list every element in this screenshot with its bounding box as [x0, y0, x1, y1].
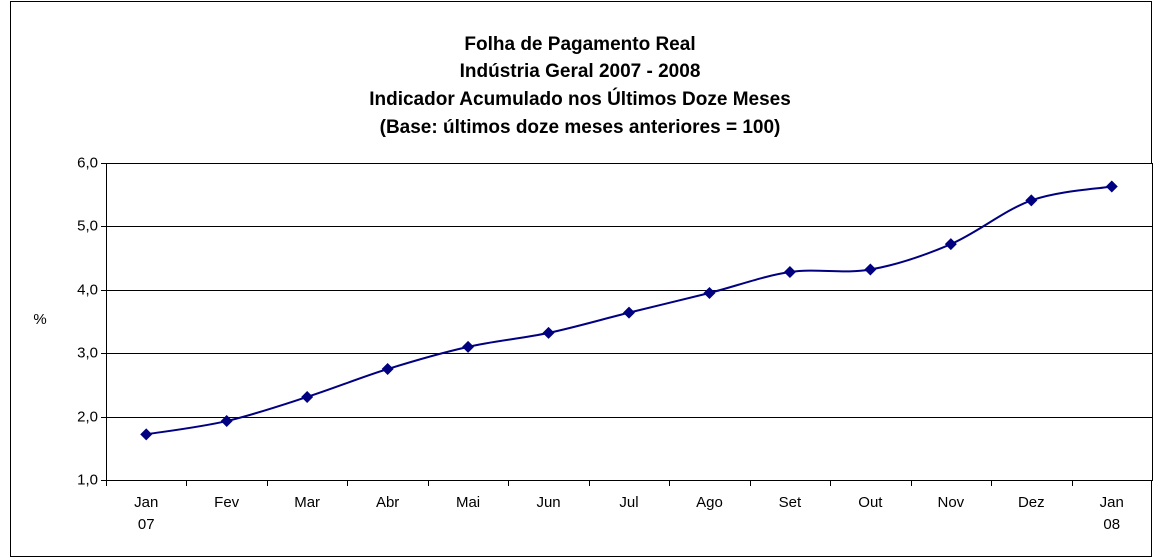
x-tick-label: Jun — [536, 494, 561, 511]
data-point — [140, 428, 153, 441]
x-tick-label: Jan 07 — [134, 494, 159, 533]
x-tick-label: Mar — [294, 494, 321, 511]
plot-area — [106, 163, 1153, 481]
x-tick-label: Jul — [619, 494, 639, 511]
x-tick-label: Jan 08 — [1099, 494, 1124, 533]
x-tick-label: Ago — [696, 494, 723, 511]
x-tick-label: Out — [858, 494, 883, 511]
chart-title: Indicador Acumulado nos Últimos Doze Mes… — [369, 88, 791, 110]
data-point — [783, 266, 796, 279]
data-point — [944, 238, 957, 251]
y-axis-label: % — [33, 311, 46, 328]
y-tick-label: 6,0 — [77, 154, 98, 171]
data-point — [462, 340, 475, 353]
data-point — [1025, 194, 1038, 207]
data-point — [864, 263, 877, 276]
x-tick-label: Nov — [937, 494, 965, 511]
y-tick-label: 1,0 — [77, 471, 98, 488]
x-tick-label: Dez — [1017, 494, 1045, 511]
y-tick-label: 5,0 — [77, 217, 98, 234]
data-point — [1105, 180, 1118, 193]
data-point — [703, 286, 716, 299]
x-tick-label: Set — [778, 494, 802, 511]
y-tick-label: 4,0 — [77, 281, 98, 298]
chart-title: (Base: últimos doze meses anteriores = 1… — [380, 117, 781, 138]
chart-title: Indústria Geral 2007 - 2008 — [460, 61, 701, 82]
data-point — [381, 363, 394, 376]
x-tick-label: Fev — [214, 494, 240, 511]
x-tick-label: Abr — [375, 494, 400, 511]
y-tick-label: 3,0 — [77, 344, 98, 361]
y-tick-label: 2,0 — [77, 408, 98, 425]
data-point — [542, 326, 555, 339]
data-point — [301, 390, 314, 403]
data-point — [623, 306, 635, 319]
data-point — [220, 415, 233, 428]
chart-title: Folha de Pagamento Real — [464, 34, 695, 55]
x-tick-label: Mai — [455, 494, 481, 511]
